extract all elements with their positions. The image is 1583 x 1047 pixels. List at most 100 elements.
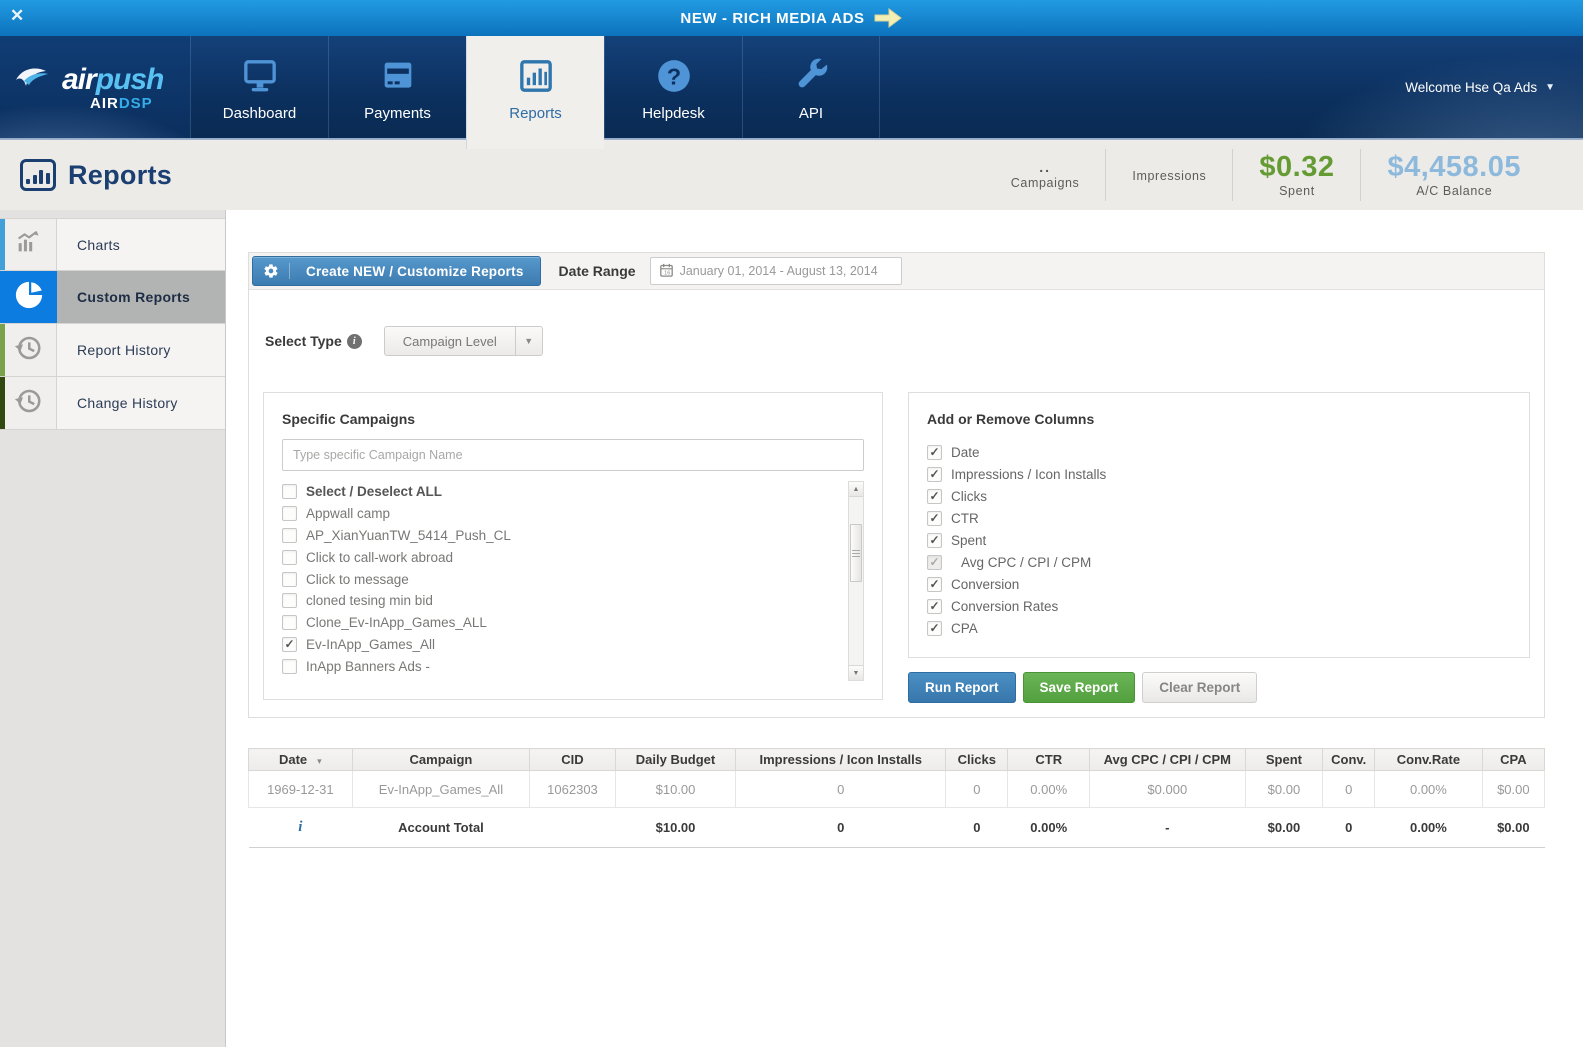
column-checkbox-row[interactable]: Impressions / Icon Installs <box>927 463 1511 485</box>
column-header-cid[interactable]: CID <box>529 748 616 771</box>
campaign-checkbox-row[interactable]: Clone_Ev-InApp_Games_ALL <box>282 612 842 634</box>
total-cell: $0.00 <box>1245 807 1323 848</box>
create-button-label: Create NEW / Customize Reports <box>306 263 524 279</box>
column-checkbox-row[interactable]: CPA <box>927 617 1511 639</box>
checkbox[interactable] <box>927 488 942 504</box>
arrow-right-icon <box>873 7 903 29</box>
checkbox-label: Select / Deselect ALL <box>306 484 443 500</box>
column-header-avg-cpc-cpi-cpm[interactable]: Avg CPC / CPI / CPM <box>1089 748 1246 771</box>
checkbox-label: Avg CPC / CPI / CPM <box>961 554 1092 570</box>
campaign-checkbox-row[interactable]: Ev-InApp_Games_All <box>282 634 842 656</box>
column-checkbox-row[interactable]: CTR <box>927 507 1511 529</box>
chevron-down-icon: ▼ <box>1545 81 1555 93</box>
column-header-spent[interactable]: Spent <box>1244 748 1324 771</box>
checkbox[interactable] <box>282 527 297 543</box>
svg-text:?: ? <box>666 63 680 89</box>
save-report-button[interactable]: Save Report <box>1022 672 1136 703</box>
tab-payments[interactable]: Payments <box>328 36 466 138</box>
scroll-down-icon[interactable]: ▼ <box>849 665 863 680</box>
stat-impressions: Impressions <box>1105 149 1232 201</box>
checkbox[interactable] <box>927 532 942 548</box>
airpush-logo[interactable]: airpush AIRDSP <box>0 36 190 138</box>
checkbox[interactable] <box>282 484 297 500</box>
checkbox[interactable] <box>282 506 297 522</box>
column-header-conv-rate[interactable]: Conv.Rate <box>1374 748 1483 771</box>
sidebar-item-charts[interactable]: Charts <box>0 218 225 271</box>
column-checkbox-row[interactable]: Spent <box>927 529 1511 551</box>
checkbox-label: Impressions / Icon Installs <box>951 466 1107 482</box>
campaign-checkbox-row[interactable]: AP_XianYuanTW_5414_Push_CL <box>282 525 842 547</box>
column-header-impressions-icon-installs[interactable]: Impressions / Icon Installs <box>735 748 947 771</box>
campaign-search-input[interactable] <box>282 439 864 471</box>
sidebar-color-strip <box>0 324 5 376</box>
total-cell: 0.00% <box>1374 807 1483 848</box>
checkbox-label: Appwall camp <box>306 506 391 522</box>
sort-caret-icon: ▾ <box>317 756 322 766</box>
tab-reports[interactable]: Reports <box>466 36 604 149</box>
campaign-checkbox-row[interactable]: Select / Deselect ALL <box>282 481 842 503</box>
campaign-checkbox-list: Select / Deselect ALL Appwall camp AP_Xian… <box>282 481 864 681</box>
column-checkbox-row[interactable]: Conversion Rates <box>927 595 1511 617</box>
column-checkbox-row[interactable]: Avg CPC / CPI / CPM <box>927 551 1511 573</box>
checkbox[interactable] <box>282 615 297 631</box>
checkbox[interactable] <box>927 620 942 636</box>
scroll-up-icon[interactable]: ▲ <box>849 482 863 497</box>
campaign-checkbox-row[interactable]: cloned tesing min bid <box>282 590 842 612</box>
checkbox[interactable] <box>927 466 942 482</box>
sidebar-color-strip <box>0 219 5 270</box>
campaign-checkbox-row[interactable]: InApp Banners Ads - <box>282 655 842 677</box>
nav-tabs: Dashboard Payments Reports ? Helpdesk API <box>190 36 880 149</box>
checkbox[interactable] <box>282 549 297 565</box>
checkbox[interactable] <box>282 658 297 674</box>
column-header-date[interactable]: Date ▾ <box>248 748 353 771</box>
date-range-input[interactable]: 16 January 01, 2014 - August 13, 2014 <box>649 257 902 285</box>
stat-label: Campaigns <box>1010 176 1080 191</box>
checkbox[interactable] <box>927 576 942 592</box>
column-header-clicks[interactable]: Clicks <box>945 748 1009 771</box>
column-header-conv-[interactable]: Conv. <box>1322 748 1376 771</box>
checkbox[interactable] <box>927 510 942 526</box>
tab-api[interactable]: API <box>742 36 880 138</box>
sidebar-item-change-history[interactable]: Change History <box>0 377 225 430</box>
clear-report-button[interactable]: Clear Report <box>1142 672 1258 703</box>
column-header-ctr[interactable]: CTR <box>1007 748 1091 771</box>
scrollbar[interactable]: ▲ ▼ <box>848 481 864 681</box>
select-type-label: Select Type <box>265 333 342 349</box>
table-cell: 1062303 <box>529 770 616 808</box>
sidebar-item-report-history[interactable]: Report History <box>0 324 225 377</box>
chart-line-icon <box>13 228 43 261</box>
scrollbar-thumb[interactable] <box>850 524 862 582</box>
run-report-button[interactable]: Run Report <box>908 672 1016 703</box>
report-type-dropdown[interactable]: Campaign Level ▼ <box>383 326 543 356</box>
column-header-daily-budget[interactable]: Daily Budget <box>614 748 737 771</box>
column-checkbox-row[interactable]: Conversion <box>927 573 1511 595</box>
campaign-checkbox-row[interactable]: Landing Page Ads <box>282 677 842 681</box>
checkbox[interactable] <box>927 598 942 614</box>
tab-helpdesk[interactable]: ? Helpdesk <box>604 36 742 138</box>
campaign-checkbox-row[interactable]: Appwall camp <box>282 503 842 525</box>
checkbox[interactable] <box>927 444 942 460</box>
create-customize-reports-button[interactable]: Create NEW / Customize Reports <box>252 256 541 286</box>
table-cell: 0 <box>735 770 947 808</box>
column-checkbox-row[interactable]: Clicks <box>927 485 1511 507</box>
tab-dashboard[interactable]: Dashboard <box>190 36 328 138</box>
columns-checkbox-list: Date Impressions / Icon Installs Clicks CTR… <box>927 441 1511 639</box>
checkbox[interactable] <box>282 636 297 652</box>
checkbox[interactable] <box>282 593 297 609</box>
total-cell: 0 <box>1322 807 1375 848</box>
checkbox-label: Click to call-work abroad <box>306 549 454 565</box>
campaign-checkbox-row[interactable]: Click to call-work abroad <box>282 546 842 568</box>
sidebar-item-custom-reports[interactable]: Custom Reports <box>0 271 225 324</box>
checkbox[interactable] <box>282 571 297 587</box>
info-icon[interactable]: i <box>298 819 303 835</box>
column-header-cpa[interactable]: CPA <box>1481 748 1546 771</box>
sidebar-icon-cell <box>0 324 57 376</box>
logo-subbrand: AIRDSP <box>90 94 153 112</box>
column-checkbox-row[interactable]: Date <box>927 441 1511 463</box>
user-menu[interactable]: Welcome Hse Qa Ads ▼ <box>1405 80 1555 95</box>
column-header-campaign[interactable]: Campaign <box>351 748 531 771</box>
tab-label: Reports <box>509 105 562 122</box>
wrench-icon <box>790 53 832 99</box>
close-icon[interactable]: ✕ <box>10 6 25 25</box>
campaign-checkbox-row[interactable]: Click to message <box>282 568 842 590</box>
